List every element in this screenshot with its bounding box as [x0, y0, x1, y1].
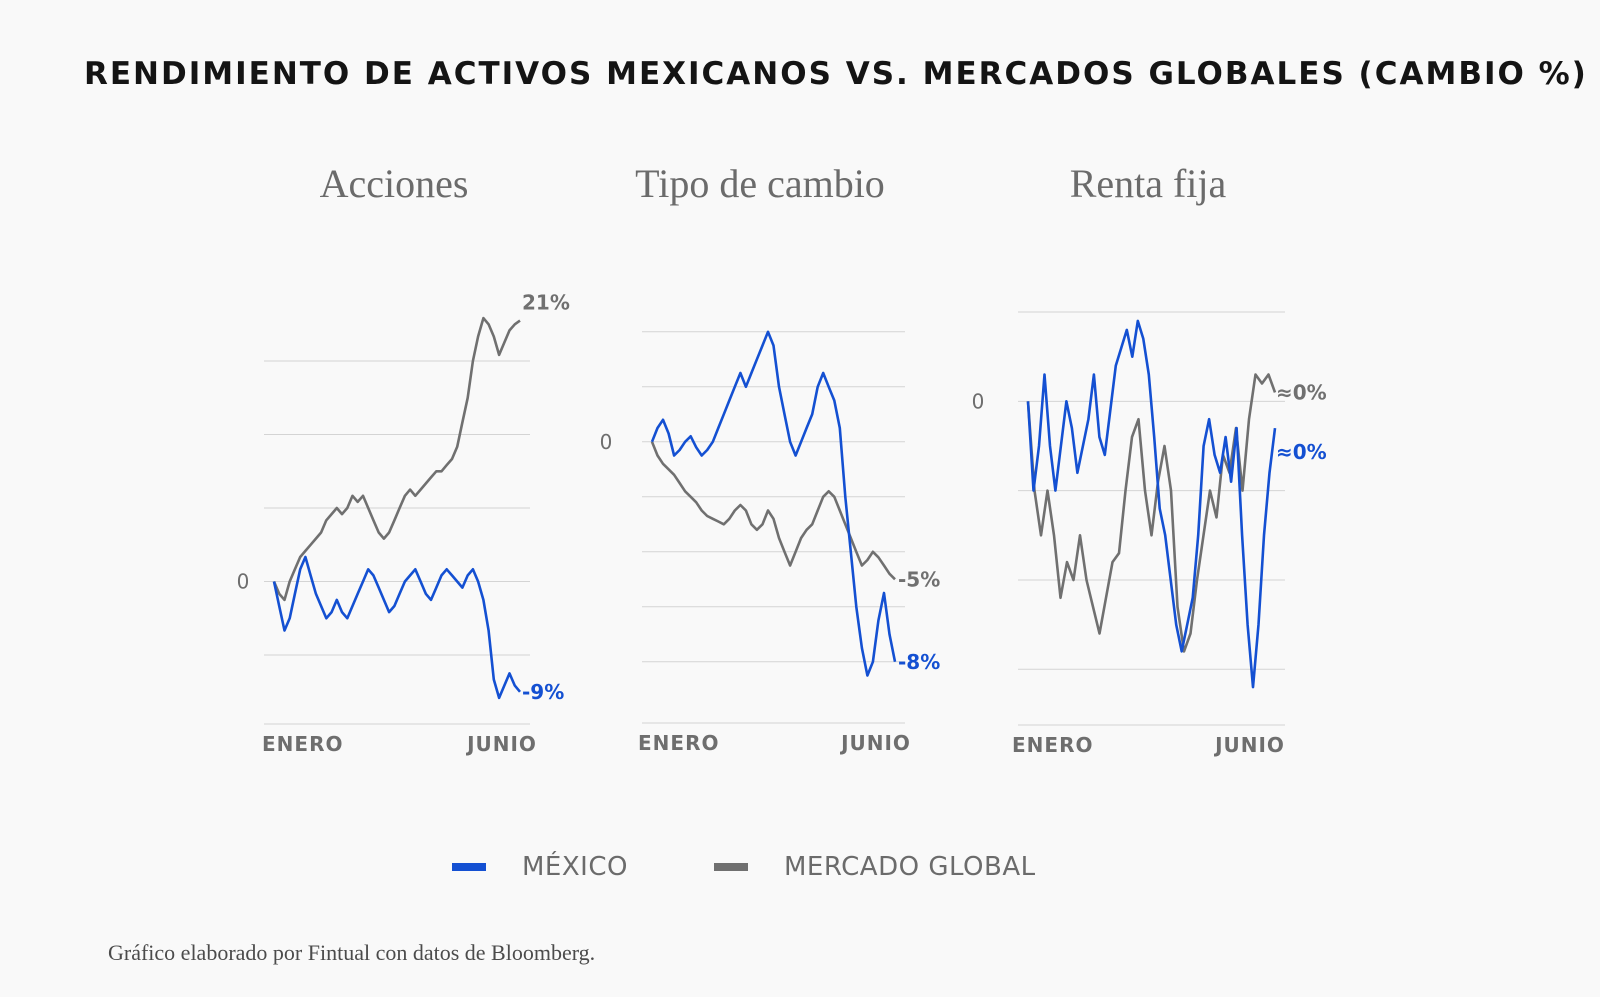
source-note: Gráfico elaborado por Fintual con datos … — [108, 940, 596, 965]
end-label-mexico: -8% — [898, 650, 940, 674]
legend-swatch-mexico — [452, 863, 486, 871]
x-tick-label: ENERO — [262, 732, 343, 756]
y-tick-label: 0 — [972, 389, 985, 413]
series-line-global — [650, 441, 896, 581]
legend-item-global: MERCADO GLOBAL — [714, 852, 1036, 882]
end-label-global: -5% — [898, 567, 940, 591]
x-tick-label: JUNIO — [465, 732, 537, 756]
end-label-global: ≈0% — [1276, 380, 1327, 404]
y-tick-label: 0 — [237, 570, 250, 594]
series-line-global — [272, 316, 521, 602]
legend-swatch-global — [714, 863, 748, 871]
series-line-mexico — [650, 330, 897, 677]
legend-item-mexico: MÉXICO — [452, 852, 628, 882]
series-line-mexico — [1026, 319, 1277, 689]
x-tick-label: JUNIO — [1213, 733, 1285, 757]
panel-title-tipo-de-cambio: Tipo de cambio — [635, 161, 885, 206]
page-title: RENDIMIENTO DE ACTIVOS MEXICANOS VS. MER… — [84, 56, 1588, 92]
x-tick-label: JUNIO — [839, 731, 911, 755]
end-label-global: 21% — [522, 291, 570, 315]
panel-title-acciones: Acciones — [319, 161, 469, 206]
x-tick-label: ENERO — [1012, 733, 1093, 757]
legend-label-global: MERCADO GLOBAL — [784, 852, 1036, 882]
end-label-mexico: -9% — [522, 680, 564, 704]
legend-label-mexico: MÉXICO — [522, 852, 628, 882]
y-tick-label: 0 — [600, 430, 613, 454]
series-line-mexico — [272, 555, 521, 700]
end-label-mexico: ≈0% — [1276, 440, 1327, 464]
panel-title-renta-fija: Renta fija — [1069, 161, 1227, 206]
x-tick-label: ENERO — [638, 731, 719, 755]
